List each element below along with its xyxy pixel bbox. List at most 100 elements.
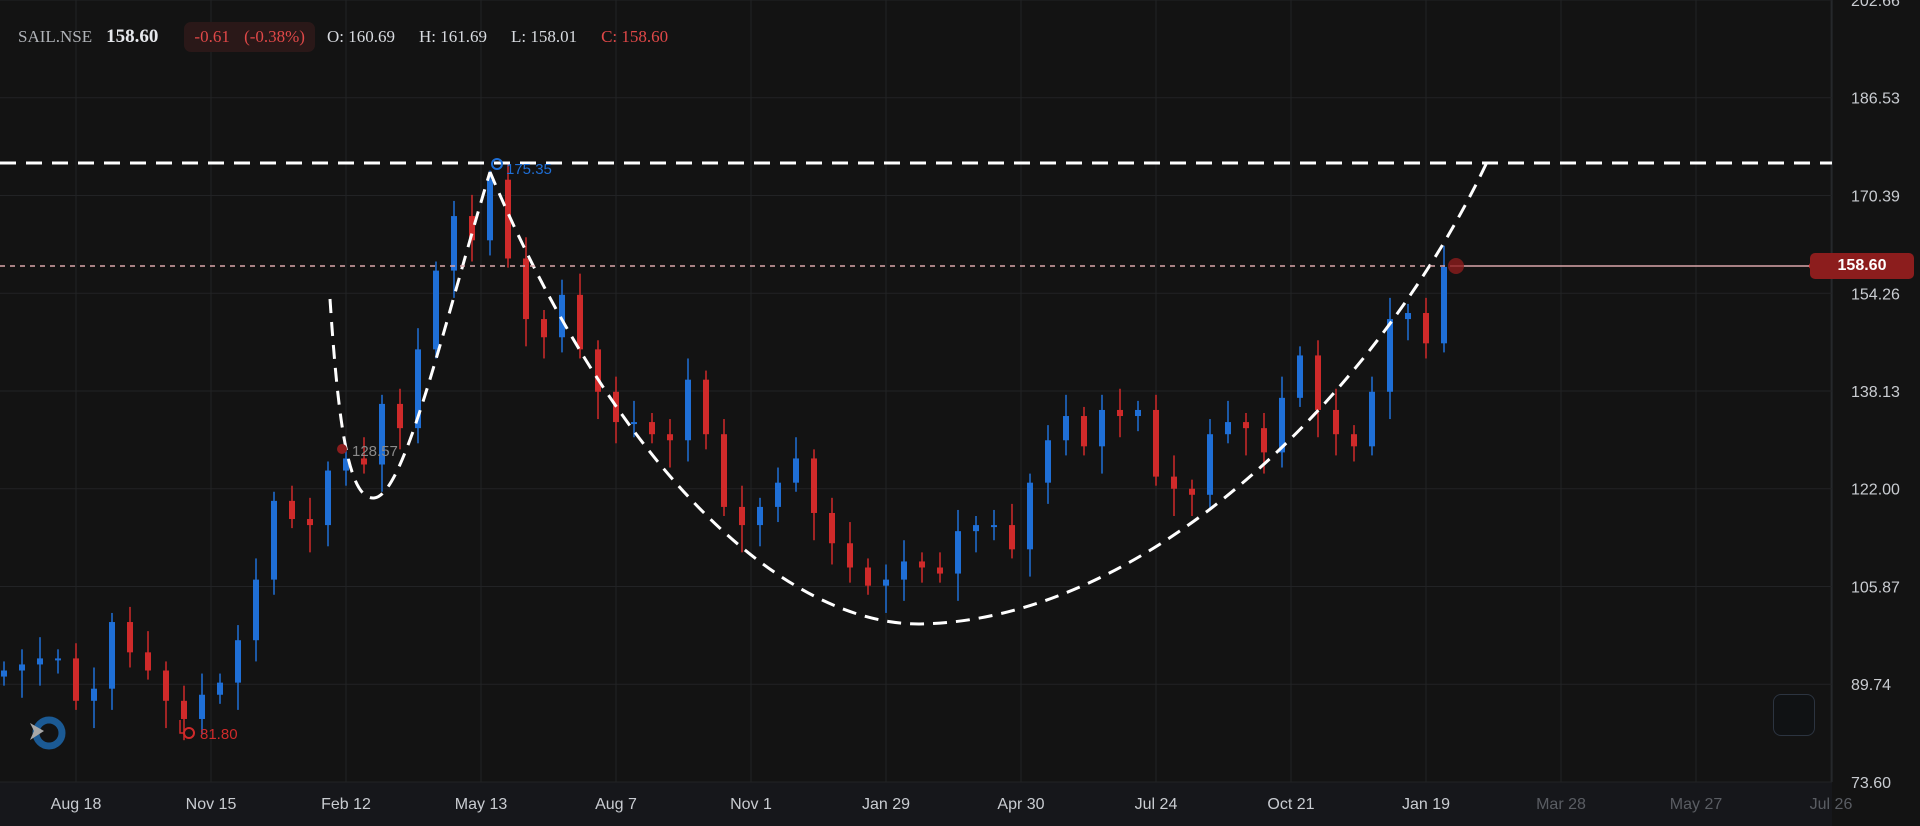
candle <box>901 540 907 601</box>
candle <box>757 497 763 547</box>
candle <box>685 358 691 462</box>
candle <box>1081 406 1087 456</box>
symbol-name[interactable]: SAIL.NSE <box>18 27 93 46</box>
time-tick-label: Apr 30 <box>997 796 1044 813</box>
candle <box>955 509 961 601</box>
marker-dot-icon <box>337 444 347 454</box>
marker-label: 128.57 <box>352 443 398 460</box>
candle <box>73 643 79 710</box>
price-tick-label: 154.26 <box>1851 286 1900 303</box>
candle <box>973 516 979 553</box>
candle <box>289 485 295 529</box>
candle <box>55 649 61 674</box>
candle <box>1009 503 1015 559</box>
change-value: -0.61 <box>194 27 230 46</box>
candle <box>577 273 583 359</box>
candle <box>1135 400 1141 432</box>
time-tick-label: Jan 29 <box>862 796 910 813</box>
candle <box>883 564 889 613</box>
candle <box>145 631 151 680</box>
candle <box>721 419 727 517</box>
candle <box>631 400 637 438</box>
candle <box>1297 346 1303 407</box>
last-price: 158.60 <box>106 26 159 47</box>
candle <box>919 552 925 583</box>
candle <box>235 625 241 710</box>
candle <box>559 279 565 353</box>
price-tick-label: 105.87 <box>1851 579 1900 596</box>
handle-curve[interactable] <box>328 171 492 500</box>
change-badge: -0.61 (-0.38%) <box>184 22 315 52</box>
candle <box>541 309 547 359</box>
candle <box>937 552 943 583</box>
last-price-dot <box>1448 258 1464 274</box>
candle <box>379 394 385 492</box>
candle <box>739 485 745 553</box>
low-value: L: 158.01 <box>510 27 578 46</box>
candle <box>1153 394 1159 486</box>
candle <box>361 437 367 474</box>
high-value: H: 161.69 <box>418 27 487 46</box>
candle <box>703 370 709 450</box>
chart-settings-button[interactable] <box>1773 694 1815 736</box>
time-tick-label: Nov 1 <box>730 796 772 813</box>
time-tick-label: Nov 15 <box>186 796 237 813</box>
candle <box>1423 297 1429 359</box>
high-marker-icon <box>491 158 503 170</box>
time-tick-label: Jul 26 <box>1810 796 1853 813</box>
low-marker-icon <box>183 727 195 739</box>
candle <box>1333 388 1339 456</box>
time-tick-label: Mar 28 <box>1536 796 1586 813</box>
price-tick-label: 170.39 <box>1851 189 1900 206</box>
candle <box>109 612 115 710</box>
time-tick-label: Feb 12 <box>321 796 371 813</box>
cup-curve[interactable] <box>488 159 1490 626</box>
candle <box>37 637 43 686</box>
last-price-tag: 158.60 <box>1810 253 1914 279</box>
candle <box>829 497 835 565</box>
candle <box>1063 394 1069 456</box>
price-tick-label: 89.74 <box>1851 677 1891 694</box>
candle <box>1351 425 1357 462</box>
candle <box>1225 400 1231 444</box>
candle <box>433 261 439 359</box>
time-tick-label: Jan 19 <box>1402 796 1450 813</box>
time-tick-label: Aug 7 <box>595 796 637 813</box>
candle <box>1441 245 1447 353</box>
candle <box>793 437 799 492</box>
candle <box>127 606 133 668</box>
candle <box>91 667 97 729</box>
candle <box>1243 412 1249 456</box>
candle <box>217 673 223 704</box>
logo-icon <box>30 716 66 750</box>
price-axis[interactable]: 202.66 186.53 170.39 154.26 138.13 122.00 105.… <box>1851 0 1900 792</box>
candle <box>415 328 421 444</box>
candle <box>199 673 205 735</box>
candle <box>397 388 403 450</box>
time-tick-label: Oct 21 <box>1267 796 1314 813</box>
candle <box>1099 394 1105 474</box>
grid <box>0 0 1832 783</box>
price-tick-label: 138.13 <box>1851 384 1900 401</box>
low-label: 81.80 <box>200 726 238 743</box>
candle <box>613 376 619 444</box>
price-tick-label: 73.60 <box>1851 775 1891 792</box>
close-value: C: 158.60 <box>601 27 669 46</box>
candle <box>1279 376 1285 468</box>
candle <box>469 194 475 262</box>
candle <box>1387 297 1393 420</box>
open-value: O: 160.69 <box>326 27 395 46</box>
candle <box>307 497 313 553</box>
time-tick-label: Jul 24 <box>1135 796 1178 813</box>
candle <box>775 467 781 523</box>
candle <box>19 649 25 698</box>
candle <box>1045 425 1051 504</box>
candle <box>523 237 529 347</box>
time-axis[interactable]: Aug 18 Nov 15 Feb 12 May 13 Aug 7 Nov 1 Jan 29… <box>51 796 1853 813</box>
candle <box>1027 473 1033 577</box>
time-tick-label: May 13 <box>455 796 508 813</box>
candle <box>1171 455 1177 517</box>
candle <box>991 509 997 541</box>
price-tick-label: 202.66 <box>1851 0 1900 10</box>
